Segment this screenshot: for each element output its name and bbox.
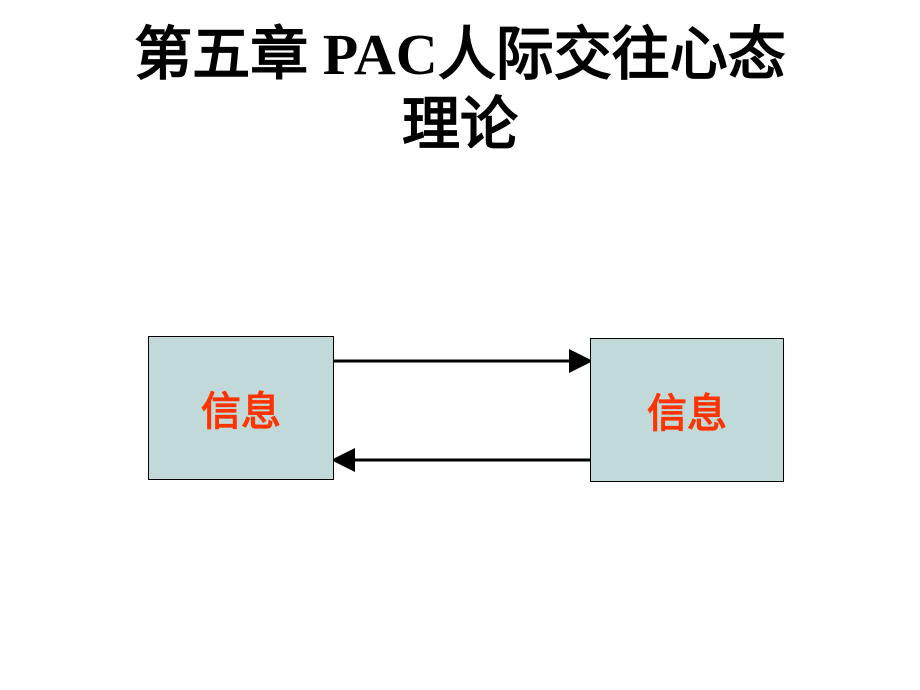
diagram-container: 信息 信息 [0,0,920,690]
diagram-node-right: 信息 [590,338,784,482]
diagram-node-left: 信息 [148,336,334,480]
